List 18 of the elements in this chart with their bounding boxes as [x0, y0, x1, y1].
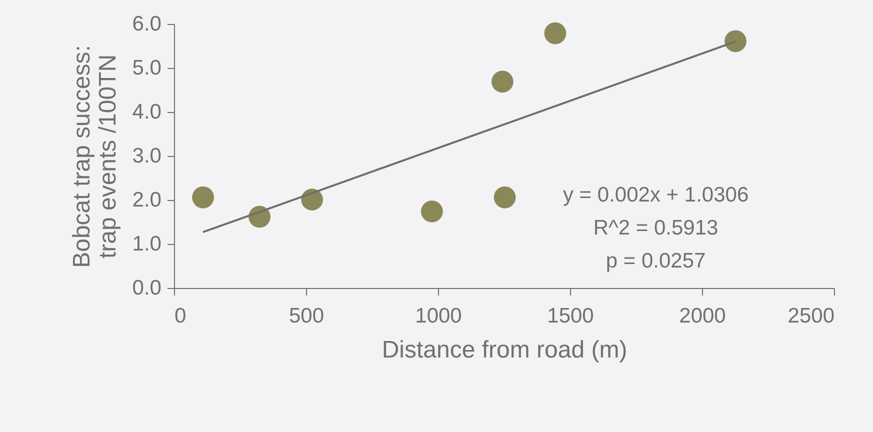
y-tick-label: 1.0 [132, 232, 162, 256]
y-tick-label: 6.0 [132, 12, 162, 36]
y-tick-label: 0.0 [132, 276, 162, 300]
x-axis-title: Distance from road (m) [382, 336, 628, 364]
x-tick-label: 0 [174, 304, 186, 328]
x-tick-label: 1000 [415, 304, 462, 328]
annotation: y = 0.002x + 1.0306 [562, 184, 749, 207]
y-tick-label: 2.0 [132, 188, 162, 212]
x-tick-label: 2000 [679, 304, 726, 328]
x-tick-label: 500 [288, 304, 324, 328]
y-tick-label: 4.0 [132, 100, 162, 124]
annotation: R^2 = 0.5913 [593, 216, 718, 240]
x-tick-label: 2500 [788, 304, 834, 328]
y-axis-title: Bobcat trap success: trap events /100TN [68, 45, 122, 268]
y-tick-label: 3.0 [132, 144, 162, 168]
x-tick-label: 1500 [547, 304, 594, 328]
y-tick-label: 5.0 [132, 56, 162, 80]
annotation: p = 0.0257 [606, 250, 706, 273]
